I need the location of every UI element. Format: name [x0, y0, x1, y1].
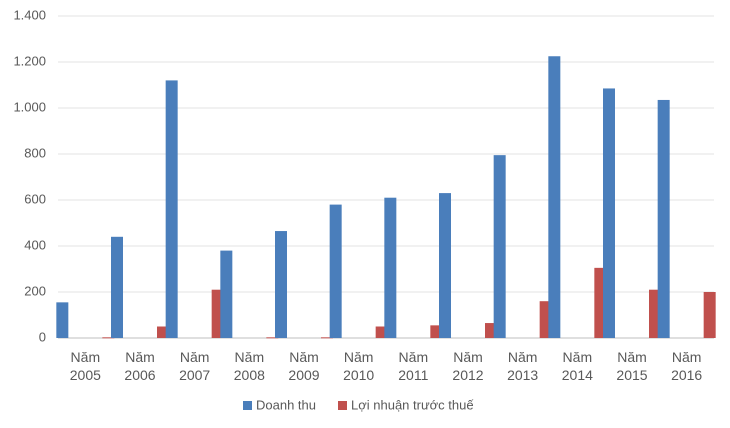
x-tick-label: Năm 2009	[288, 349, 320, 383]
bar	[275, 231, 287, 338]
bar	[703, 292, 716, 338]
bar	[56, 302, 69, 338]
x-tick-label: Năm 2013	[507, 349, 539, 383]
y-tick-label: 0	[39, 329, 46, 344]
x-tick-label: Năm 2005	[69, 349, 101, 383]
x-tick-label: Năm 2010	[343, 349, 375, 383]
y-tick-label: 600	[24, 191, 46, 206]
x-tick-label: Năm 2007	[179, 349, 211, 383]
bar	[220, 250, 233, 338]
bar	[375, 326, 388, 338]
x-tick-label: Năm 2016	[671, 349, 703, 383]
legend-label: Lợi nhuận trước thuế	[351, 397, 474, 412]
x-tick-label: Năm 2008	[233, 349, 265, 383]
bar	[266, 337, 279, 339]
y-tick-label: 800	[24, 145, 46, 160]
y-tick-label: 400	[24, 237, 46, 252]
x-tick-label: Năm 2012	[452, 349, 484, 383]
bar	[102, 337, 115, 339]
bar	[111, 236, 123, 338]
y-tick-label: 1.400	[13, 7, 46, 22]
legend-label: Doanh thu	[256, 397, 316, 412]
bar	[165, 80, 178, 339]
bar	[493, 155, 506, 338]
x-tick-label: Năm 2011	[398, 349, 429, 383]
bar	[384, 197, 397, 338]
bar	[548, 56, 561, 338]
x-tick-label: Năm 2015	[616, 349, 648, 383]
bar	[657, 99, 670, 338]
bar	[329, 204, 342, 338]
x-tick-label: Năm 2006	[124, 349, 156, 383]
x-tick-label: Năm 2014	[561, 349, 593, 383]
bar	[603, 88, 615, 338]
legend-swatch	[338, 401, 347, 410]
legend-swatch	[243, 401, 252, 410]
y-tick-label: 200	[24, 283, 46, 298]
y-tick-label: 1.200	[13, 53, 46, 68]
bar	[321, 337, 333, 339]
bar	[157, 326, 169, 338]
y-tick-label: 1.000	[13, 99, 46, 114]
bar	[439, 193, 451, 338]
